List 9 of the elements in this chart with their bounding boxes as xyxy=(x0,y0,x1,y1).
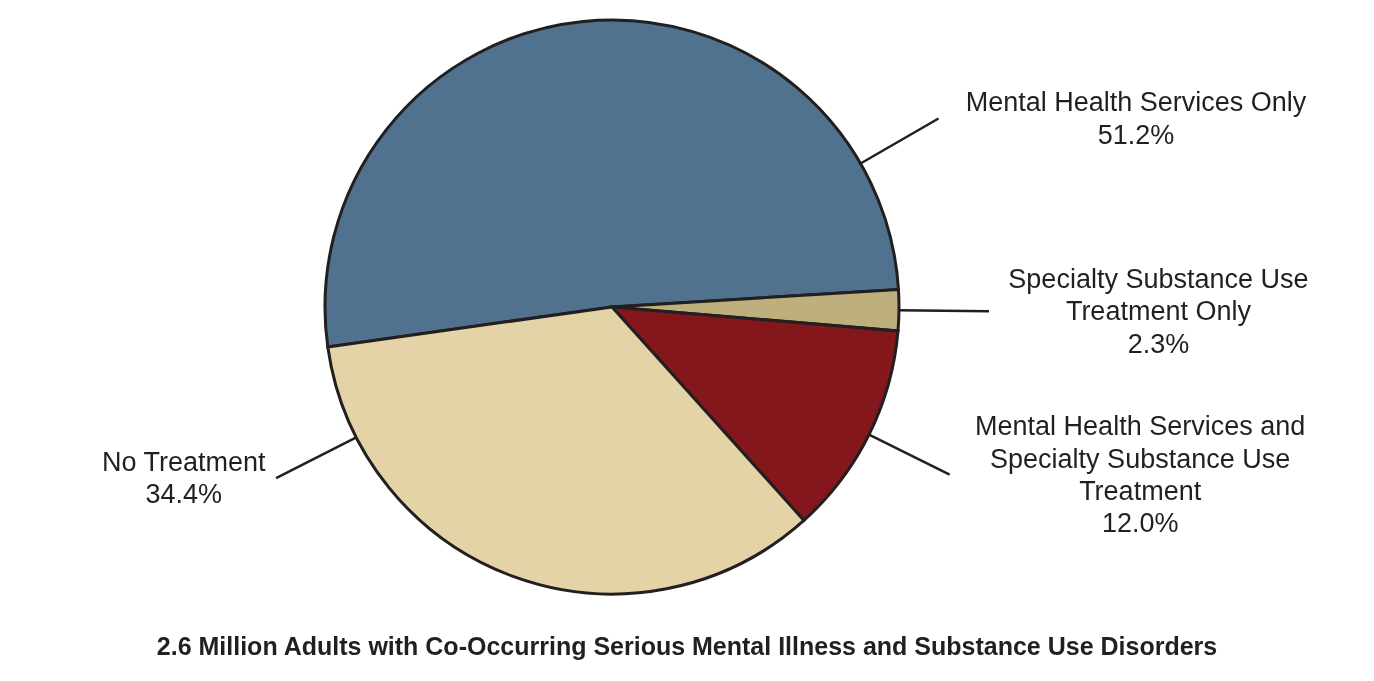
data-label: 2.3% xyxy=(1127,328,1190,359)
data-label: 51.2% xyxy=(1097,119,1175,150)
data-label: 12.0% xyxy=(1101,508,1179,539)
slice-label: Mental Health Services Only xyxy=(965,87,1307,118)
slice-label: No Treatment xyxy=(102,446,267,477)
slice-label: Specialty Substance Use Treatment Only xyxy=(1008,263,1309,327)
slice-label: Mental Health Services and Specialty Substance Use Treatment xyxy=(975,411,1306,506)
text: 2.6 Million Adults with Co-Occurring Serious Mental Illness and Substance Use Disorders xyxy=(156,632,1218,660)
data-label: 34.4% xyxy=(145,479,223,510)
